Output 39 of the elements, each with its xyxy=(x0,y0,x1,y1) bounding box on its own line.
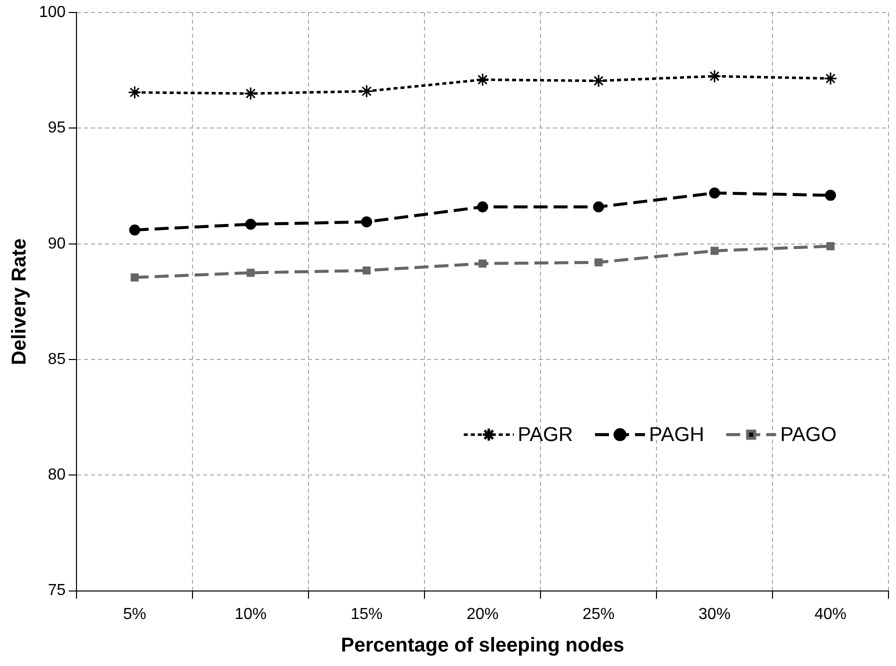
point xyxy=(594,258,603,266)
point xyxy=(361,216,372,228)
x-axis-title: Percentage of sleeping nodes xyxy=(340,634,624,657)
y-tick-label: 85 xyxy=(48,350,66,368)
point xyxy=(478,260,487,268)
y-axis-title: Delivery Rate xyxy=(8,238,31,366)
y-tick-label: 80 xyxy=(48,466,66,484)
point xyxy=(128,86,142,100)
point xyxy=(709,188,720,198)
x-tick-label: 15% xyxy=(350,606,383,623)
y-tick-label: 100 xyxy=(38,4,66,22)
point xyxy=(825,190,836,201)
point xyxy=(244,86,258,100)
x-tick-label: 20% xyxy=(466,606,499,623)
point xyxy=(130,273,139,282)
legend-label: PAGH xyxy=(648,424,704,446)
point xyxy=(246,268,255,277)
x-tick-label: 10% xyxy=(234,606,267,623)
point xyxy=(593,201,604,212)
legend-label: PAGO xyxy=(780,424,837,446)
point xyxy=(592,74,606,88)
point xyxy=(245,218,256,230)
point xyxy=(710,246,719,255)
x-tick-label: 40% xyxy=(814,606,847,623)
y-tick-label: 75 xyxy=(48,582,66,600)
point xyxy=(826,242,835,250)
point xyxy=(360,84,374,98)
x-tick-label: 25% xyxy=(582,606,615,623)
y-tick-label: 90 xyxy=(48,235,66,252)
point xyxy=(477,201,488,212)
point xyxy=(824,72,838,86)
x-tick-label: 30% xyxy=(698,606,731,623)
y-tick-label: 95 xyxy=(48,120,66,137)
x-tick-label: 5% xyxy=(123,606,146,623)
point xyxy=(129,224,140,236)
legend-label: PAGR xyxy=(518,424,574,446)
point xyxy=(708,69,722,83)
point xyxy=(362,266,371,275)
point xyxy=(476,72,490,86)
